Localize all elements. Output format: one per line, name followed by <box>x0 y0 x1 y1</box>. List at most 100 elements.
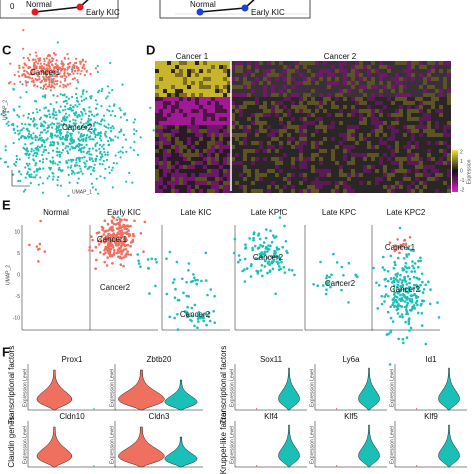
heatmap-cell <box>283 189 287 193</box>
heatmap-cell <box>399 117 403 121</box>
cell-point <box>97 231 101 234</box>
cell-point <box>81 92 84 95</box>
heatmap-cell <box>155 165 159 169</box>
cell-point <box>58 130 61 133</box>
heatmap-cell <box>395 169 399 173</box>
heatmap-cell <box>335 173 339 177</box>
heatmap-cell <box>231 69 235 73</box>
heatmap-cell <box>435 173 439 177</box>
cell-point <box>135 129 138 133</box>
cell-point <box>61 109 64 112</box>
cell-point <box>79 72 82 75</box>
heatmap-cell <box>371 121 375 125</box>
cell-point <box>105 247 108 251</box>
heatmap-cell <box>371 157 375 161</box>
heatmap-cell <box>363 157 367 161</box>
cell-point <box>122 248 126 251</box>
heatmap-cell <box>407 97 411 101</box>
heatmap-cell <box>419 109 423 113</box>
heatmap-cell <box>387 101 391 105</box>
cell-point <box>243 280 247 283</box>
heatmap-cell <box>363 105 367 109</box>
heatmap-cell <box>443 145 447 149</box>
heatmap-cell <box>447 133 451 137</box>
heatmap-cell <box>307 117 311 121</box>
heatmap-cell <box>303 105 307 109</box>
heatmap-cell <box>351 89 355 93</box>
cell-point <box>49 61 52 64</box>
heatmap-cell <box>183 81 187 85</box>
heatmap-cell <box>199 173 203 177</box>
heatmap-cell <box>443 133 447 137</box>
cell-point <box>39 176 42 179</box>
heatmap-cell <box>251 189 255 193</box>
heatmap-cell <box>219 113 223 117</box>
violin <box>438 367 460 411</box>
heatmap-cell <box>175 145 179 149</box>
heatmap-cell <box>355 125 359 129</box>
heatmap-cell <box>167 161 171 165</box>
heatmap-cell <box>347 113 351 117</box>
cell-point <box>47 126 51 129</box>
cell-point <box>30 117 33 121</box>
heatmap-cell <box>403 169 407 173</box>
heatmap-cell <box>351 189 355 193</box>
cell-point <box>94 245 98 249</box>
heatmap-cell <box>387 169 391 173</box>
heatmap-cell <box>315 133 319 137</box>
cell-point <box>388 241 392 244</box>
cell-point <box>129 244 132 248</box>
heatmap-cell <box>319 189 323 193</box>
heatmap-cell <box>167 141 171 145</box>
heatmap-cell <box>319 97 323 101</box>
heatmap-cell <box>347 125 351 129</box>
heatmap-cell <box>199 117 203 121</box>
heatmap-cell <box>335 121 339 125</box>
heatmap-cell <box>231 109 235 113</box>
cell-point <box>41 95 45 98</box>
cell-point <box>38 75 41 78</box>
heatmap-cell <box>435 105 439 109</box>
cell-point <box>52 52 56 55</box>
heatmap-cell <box>307 85 311 89</box>
cell-point <box>254 257 258 260</box>
cell-point <box>110 138 113 141</box>
heatmap-cell <box>427 161 431 165</box>
heatmap-cell <box>343 145 347 149</box>
cell-point <box>47 61 50 64</box>
heatmap-cell <box>299 129 303 133</box>
heatmap-cell <box>243 65 247 69</box>
cell-point <box>326 281 329 284</box>
heatmap-cell <box>375 149 379 153</box>
heatmap-cell <box>263 97 267 101</box>
heatmap-cell <box>283 185 287 189</box>
heatmap-cell <box>235 65 239 69</box>
heatmap-cell <box>431 101 435 105</box>
cell-point <box>41 153 44 157</box>
heatmap-cell <box>279 113 283 117</box>
heatmap-cell <box>375 121 379 125</box>
heatmap-cell <box>227 161 231 165</box>
heatmap-cell <box>263 109 267 113</box>
heatmap-cell <box>167 113 171 117</box>
heatmap-cell <box>259 109 263 113</box>
cell-point <box>389 330 392 334</box>
heatmap-cell <box>335 169 339 173</box>
heatmap-cell <box>199 165 203 169</box>
cell-point <box>44 73 47 76</box>
heatmap-cell <box>187 145 191 149</box>
heatmap-cell <box>187 117 191 121</box>
heatmap-cell <box>443 153 447 157</box>
cell-point <box>274 251 277 254</box>
cell-point <box>39 86 42 89</box>
heatmap-cell <box>235 101 239 105</box>
heatmap-cell <box>367 69 371 73</box>
heatmap-cell <box>387 121 391 125</box>
group-label: Cancer 1 <box>176 52 209 61</box>
cell-point <box>103 230 106 233</box>
cell-point <box>129 224 132 228</box>
heatmap-cell <box>175 65 179 69</box>
heatmap-cell <box>395 85 399 89</box>
heatmap-cell <box>435 117 439 121</box>
heatmap-cell <box>235 141 239 145</box>
